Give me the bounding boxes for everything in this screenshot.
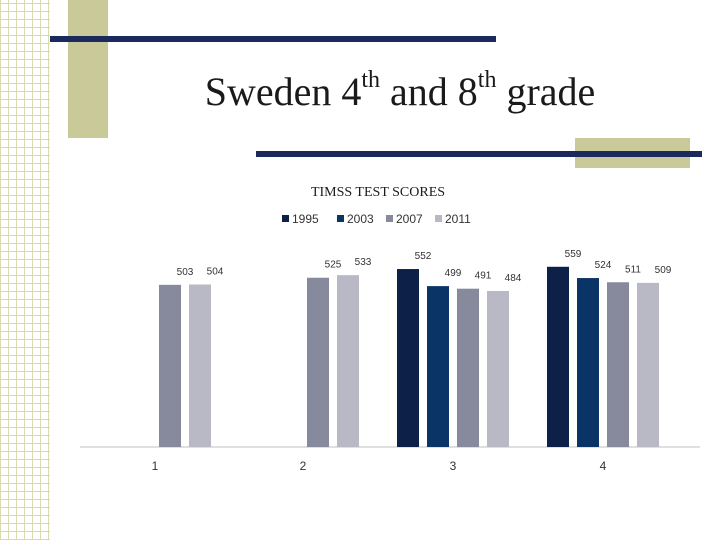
legend-label-2007: 2007 [396, 212, 423, 226]
slide-title: Sweden 4th and 8th grade [204, 67, 596, 114]
legend-label-1995: 1995 [292, 212, 319, 226]
bar-2007-cat-2 [307, 277, 329, 447]
chart-legend: 1995 2003 2007 2011 [282, 212, 471, 226]
grid-pattern-strip [0, 0, 50, 540]
legend-swatch-2011 [435, 215, 442, 222]
bars-group [159, 266, 659, 447]
bar-2003-cat-3 [427, 286, 449, 447]
navy-rule-bottom [256, 151, 702, 157]
bar-2003-cat-4 [577, 278, 599, 447]
olive-decor-block-top [68, 0, 108, 138]
bar-2007-cat-4 [607, 282, 629, 447]
bar-2011-cat-2 [337, 275, 359, 447]
x-tick-label-2: 2 [300, 459, 307, 473]
x-tick-label-3: 3 [450, 459, 457, 473]
legend-label-2003: 2003 [347, 212, 374, 226]
bar-2011-cat-4 [637, 282, 659, 447]
x-tick-label-1: 1 [152, 459, 159, 473]
bar-2007-cat-1 [159, 284, 181, 447]
bar-2011-cat-1 [189, 284, 211, 447]
data-label-2011-cat-3: 484 [505, 273, 522, 284]
data-label-1995-cat-3: 552 [415, 251, 432, 262]
legend-label-2011: 2011 [445, 212, 471, 226]
bar-2011-cat-3 [487, 290, 509, 447]
data-label-2007-cat-2: 525 [325, 260, 342, 271]
data-label-2011-cat-1: 504 [207, 267, 224, 278]
bar-2007-cat-3 [457, 288, 479, 447]
legend-swatch-2007 [386, 215, 393, 222]
x-tick-label-4: 4 [600, 459, 607, 473]
navy-rule-top [50, 36, 496, 42]
bar-1995-cat-3 [397, 269, 419, 447]
chart-title: TIMSS TEST SCORES [311, 185, 445, 200]
data-label-2011-cat-4: 509 [655, 265, 672, 276]
legend-swatch-2003 [337, 215, 344, 222]
data-label-1995-cat-4: 559 [565, 249, 582, 260]
data-label-2003-cat-3: 499 [445, 268, 462, 279]
bar-1995-cat-4 [547, 266, 569, 447]
legend-swatch-1995 [282, 215, 289, 222]
data-label-2003-cat-4: 524 [595, 260, 612, 271]
data-label-2007-cat-3: 491 [475, 271, 492, 282]
data-labels-group: 552 559 499 524 503 525 491 511 504 533 484 509 [177, 249, 672, 284]
x-tick-labels: 1 2 3 4 [152, 459, 607, 473]
data-label-2011-cat-2: 533 [355, 257, 372, 268]
data-label-2007-cat-1: 503 [177, 267, 194, 278]
data-label-2007-cat-4: 511 [625, 264, 641, 275]
